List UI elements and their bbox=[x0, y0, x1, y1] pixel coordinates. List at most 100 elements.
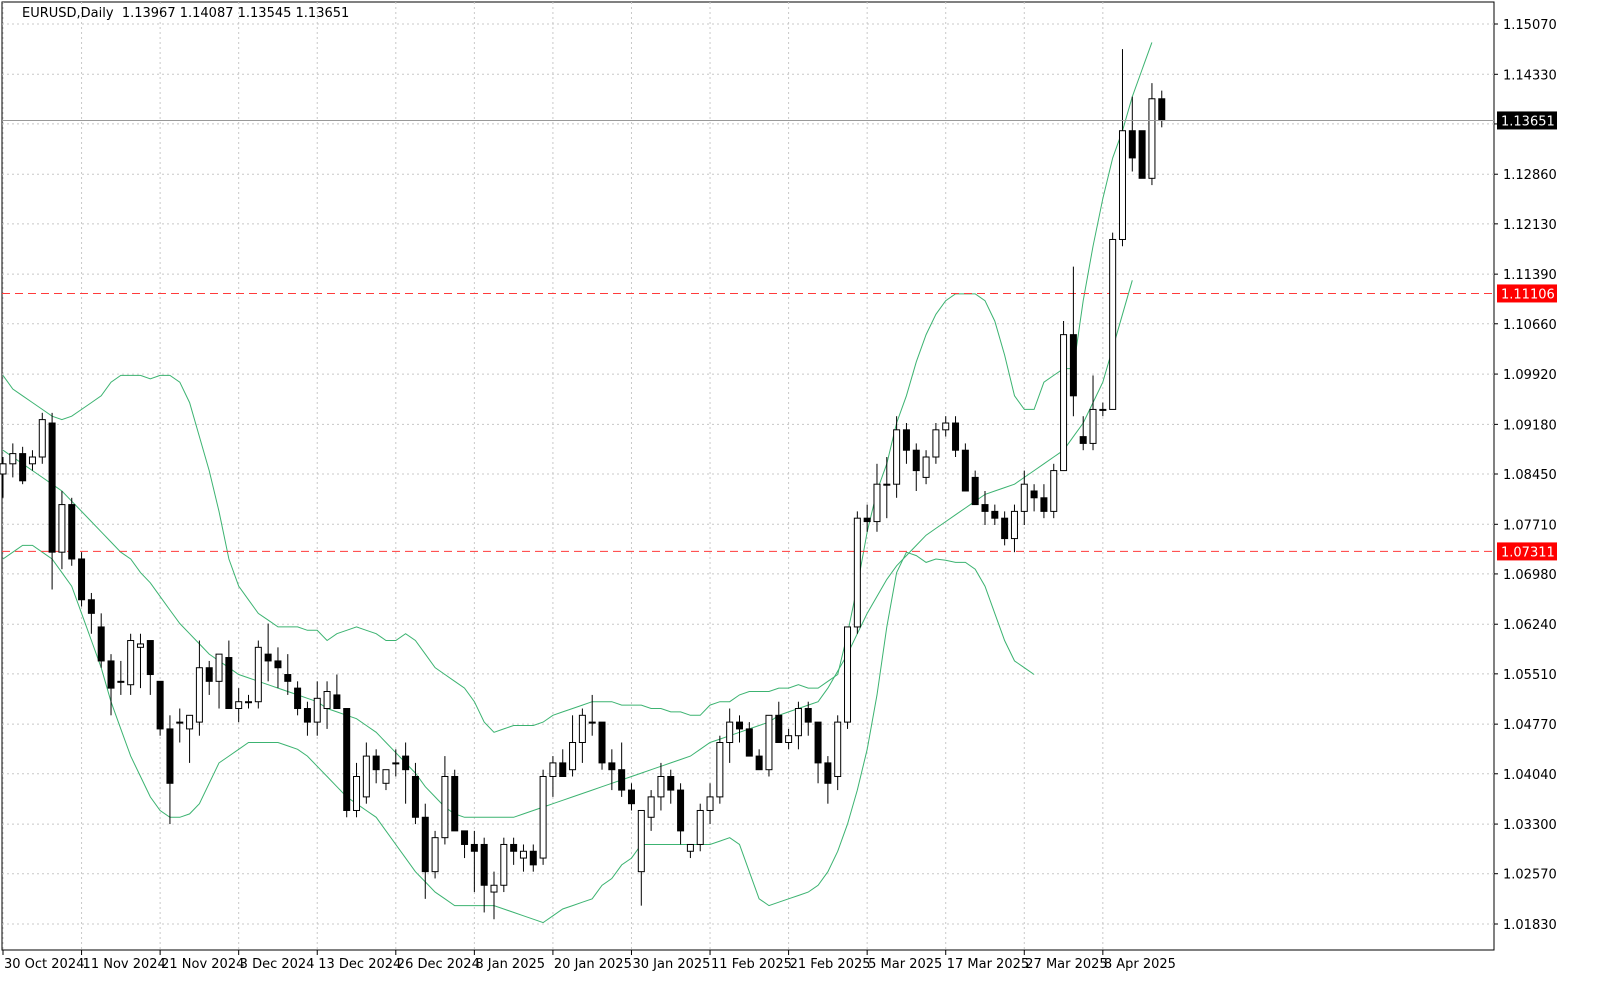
candle-bear bbox=[902, 429, 910, 451]
candle-bear bbox=[48, 422, 56, 553]
candle-bull bbox=[500, 843, 508, 886]
symbol-header: EURUSD,Daily 1.13967 1.14087 1.13545 1.1… bbox=[22, 6, 349, 21]
candle-bear bbox=[480, 843, 488, 886]
candle-bull bbox=[441, 775, 449, 839]
band-lower-line bbox=[2, 544, 1035, 924]
candle-bear bbox=[68, 504, 76, 560]
candle-bear bbox=[470, 843, 478, 852]
candle-bull bbox=[9, 453, 17, 465]
candle-bear bbox=[1079, 436, 1087, 444]
candle-bull bbox=[117, 680, 125, 683]
candle-bear bbox=[991, 510, 999, 519]
candle-bear bbox=[814, 721, 822, 764]
candle-bull bbox=[245, 701, 252, 704]
candle-bull bbox=[588, 721, 596, 724]
candle-bear bbox=[205, 667, 213, 682]
candle-bull bbox=[844, 626, 852, 723]
candle-bull bbox=[186, 714, 194, 730]
level-label: 1.11106 bbox=[1501, 287, 1555, 302]
candle-bull bbox=[1089, 408, 1097, 444]
level-label: 1.07311 bbox=[1501, 545, 1555, 560]
candle-bear bbox=[294, 687, 302, 710]
candle-bull bbox=[235, 701, 243, 710]
candle-bull bbox=[647, 796, 655, 818]
candle-bull bbox=[637, 809, 645, 873]
candle-bear bbox=[284, 674, 292, 682]
candle-bear bbox=[1138, 130, 1146, 179]
candle-bear bbox=[1158, 98, 1166, 122]
candle-bull bbox=[1010, 510, 1018, 540]
candle-bull bbox=[716, 742, 724, 798]
candle-bull bbox=[785, 735, 793, 744]
current-price-label: 1.13651 bbox=[1501, 114, 1555, 129]
candle-bull bbox=[794, 708, 802, 737]
candle-bear bbox=[667, 775, 675, 791]
y-tick-label: 1.04770 bbox=[1503, 718, 1557, 733]
y-tick-label: 1.07710 bbox=[1503, 518, 1557, 533]
candle-bear bbox=[1128, 130, 1136, 159]
candle-bear bbox=[775, 714, 783, 744]
candle-bull bbox=[195, 667, 203, 723]
x-tick-label: 30 Jan 2025 bbox=[632, 957, 710, 972]
candle-bear bbox=[333, 694, 341, 710]
candle-bear bbox=[559, 762, 567, 777]
candle-bear bbox=[87, 599, 95, 614]
candle-bear bbox=[510, 843, 518, 852]
candle-bear bbox=[1040, 497, 1048, 512]
candle-bull bbox=[696, 809, 704, 845]
candle-bull bbox=[932, 429, 940, 458]
x-tick-label: 20 Jan 2025 bbox=[554, 957, 632, 972]
candle-bull bbox=[490, 884, 498, 893]
candle-bear bbox=[97, 626, 105, 662]
candle-bear bbox=[451, 775, 459, 832]
candle-bear bbox=[107, 660, 115, 689]
y-tick-label: 1.01830 bbox=[1503, 918, 1557, 933]
candle-bear bbox=[598, 721, 606, 764]
candle-bull bbox=[1109, 238, 1117, 410]
candle-bear bbox=[627, 789, 635, 805]
candle-bull bbox=[942, 422, 950, 431]
candle-bear bbox=[411, 775, 419, 818]
y-tick-label: 1.14330 bbox=[1503, 68, 1557, 83]
plot-area bbox=[1, 1, 1495, 951]
candle-bear bbox=[952, 422, 960, 451]
candle-bull bbox=[1099, 408, 1107, 411]
ohlc-values: 1.13967 1.14087 1.13545 1.13651 bbox=[121, 6, 350, 21]
x-tick-label: 11 Feb 2025 bbox=[711, 957, 792, 972]
candle-bull bbox=[362, 755, 370, 798]
candle-bear bbox=[264, 653, 272, 662]
y-tick-label: 1.10660 bbox=[1503, 318, 1557, 333]
candle-bull bbox=[569, 742, 577, 771]
y-tick-label: 1.03300 bbox=[1503, 818, 1557, 833]
x-tick-label: 26 Dec 2024 bbox=[397, 957, 480, 972]
x-tick-label: 13 Dec 2024 bbox=[318, 957, 401, 972]
candle-bear bbox=[755, 755, 763, 771]
level-label-bg bbox=[1497, 284, 1557, 303]
x-tick-label: 21 Nov 2024 bbox=[161, 957, 244, 972]
candle-bull bbox=[726, 721, 734, 744]
candle-bull bbox=[706, 796, 714, 811]
candle-bull bbox=[127, 640, 135, 686]
candle-bull bbox=[893, 429, 901, 485]
candle-bull bbox=[1118, 130, 1126, 240]
candle-bull bbox=[1020, 483, 1028, 512]
candle-bear bbox=[402, 755, 410, 771]
candle-bull bbox=[853, 517, 861, 628]
candle-bull bbox=[392, 762, 400, 765]
candle-bear bbox=[421, 816, 429, 873]
x-tick-label: 17 Mar 2025 bbox=[947, 957, 1029, 972]
candle-bear bbox=[225, 657, 233, 710]
level-label-bg bbox=[1497, 542, 1557, 561]
candle-bull bbox=[176, 721, 184, 724]
candle-bear bbox=[529, 850, 537, 866]
y-tick-label: 1.02570 bbox=[1503, 868, 1557, 883]
x-tick-label: 3 Dec 2024 bbox=[240, 957, 315, 972]
candle-bear bbox=[677, 789, 685, 832]
candle-bull bbox=[1060, 334, 1068, 472]
candle-bear bbox=[863, 517, 871, 523]
y-tick-label: 1.15070 bbox=[1503, 18, 1557, 33]
candle-bear bbox=[804, 708, 812, 723]
y-tick-label: 1.06980 bbox=[1503, 568, 1557, 583]
